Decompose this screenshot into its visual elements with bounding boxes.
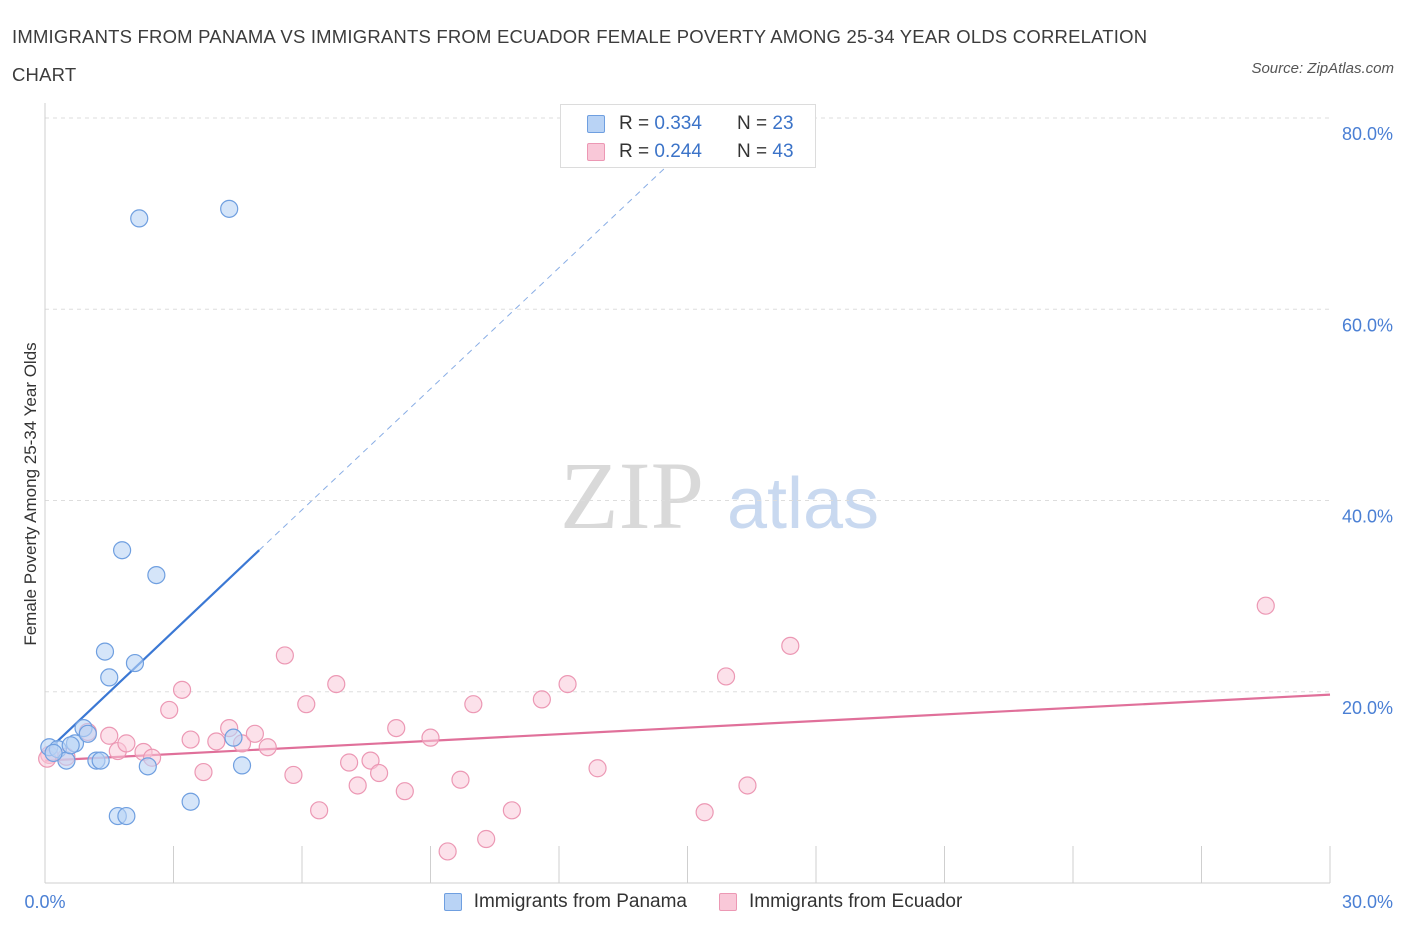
ecuador-point (207, 732, 226, 751)
r-label: R = (619, 141, 655, 162)
ecuador-point (738, 776, 757, 795)
panama-point (112, 541, 132, 560)
ecuador-point (1256, 596, 1275, 615)
watermark-atlas: atlas (727, 464, 879, 544)
ecuador-swatch (719, 893, 737, 911)
stats-row-ecuador: R = 0.244 N = 43 (561, 138, 794, 166)
x-tick-label: 30.0% (1342, 892, 1393, 912)
ecuador-point (160, 700, 179, 720)
watermark-zip: ZIP (560, 442, 704, 549)
ecuador-point (258, 738, 277, 757)
ecuador-point (181, 730, 200, 749)
ecuador-point (310, 801, 329, 820)
series-legend: Immigrants from Panama Immigrants from E… (0, 888, 1406, 916)
ecuador-point (370, 763, 389, 783)
ecuador-point (588, 759, 607, 778)
panama-point (125, 653, 145, 673)
panama-point (95, 642, 115, 661)
y-tick-label: 60.0% (1342, 315, 1393, 335)
panama-point (117, 806, 136, 826)
ecuador-point (361, 751, 380, 770)
ecuador-point (395, 782, 414, 801)
x-tick-label: 0.0% (24, 892, 65, 912)
r-value: 0.244 (654, 141, 702, 162)
ecuador-point (716, 667, 736, 686)
ecuador-point (438, 842, 457, 861)
ecuador-point (532, 690, 551, 709)
legend-item-ecuador[interactable]: Immigrants from Ecuador (719, 891, 962, 913)
ecuador-point (117, 734, 136, 753)
n-label: N = (737, 141, 773, 162)
panama-point (91, 751, 110, 770)
watermark: ZIP atlas (560, 442, 879, 549)
stats-row-panama: R = 0.334 N = 23 (561, 110, 794, 138)
panama-point (138, 757, 157, 776)
ecuador-point (297, 695, 316, 714)
ecuador-point (245, 724, 264, 743)
ecuador-point (781, 636, 800, 655)
n-value: 23 (772, 113, 794, 134)
ecuador-point (477, 829, 496, 849)
tick-labels: 20.0% 40.0% 60.0% 80.0% 0.0% 30.0% (24, 124, 1393, 912)
panama-point (61, 736, 80, 755)
panama-point (220, 199, 239, 218)
r-value: 0.334 (654, 113, 702, 134)
ecuador-point (464, 695, 483, 714)
legend-label-ecuador: Immigrants from Ecuador (749, 891, 963, 912)
ecuador-point (327, 674, 346, 694)
n-value: 43 (772, 141, 794, 162)
ecuador-point (502, 801, 521, 820)
ecuador-point (340, 753, 359, 772)
panama-trend-line (44, 549, 260, 754)
y-axis-label: Female Poverty Among 25-34 Year Olds (21, 342, 40, 645)
panama-point (44, 743, 63, 763)
legend-item-panama[interactable]: Immigrants from Panama (443, 891, 687, 913)
ecuador-point (194, 762, 213, 782)
gridlines (45, 117, 1330, 693)
ecuador-point (348, 776, 367, 795)
r-label: R = (619, 113, 655, 134)
y-tick-label: 80.0% (1342, 124, 1393, 144)
ecuador-point (695, 803, 714, 822)
panama-point (100, 668, 119, 687)
y-tick-label: 20.0% (1342, 698, 1393, 718)
panama-swatch (443, 893, 462, 911)
y-tick-label: 40.0% (1342, 507, 1393, 527)
ecuador-point (387, 718, 406, 738)
panama-point (78, 724, 97, 743)
panama-point (224, 728, 243, 747)
panama-point (130, 209, 149, 228)
ecuador-point (558, 674, 577, 694)
legend-label-panama: Immigrants from Panama (473, 891, 687, 912)
ecuador-point (451, 770, 470, 789)
ecuador-point (275, 646, 294, 665)
stats-legend: R = 0.334 N = 23 R = 0.244 N = 43 (560, 104, 816, 168)
ecuador-point (284, 765, 303, 785)
panama-point (232, 756, 252, 775)
panama-swatch (587, 115, 605, 133)
ecuador-point (172, 680, 192, 699)
n-label: N = (737, 113, 773, 134)
ecuador-point (421, 728, 440, 747)
panama-point (147, 565, 166, 585)
chart-title: IMMIGRANTS FROM PANAMA VS IMMIGRANTS FRO… (12, 26, 1148, 85)
ecuador-point (100, 726, 119, 745)
ecuador-swatch (587, 143, 605, 161)
source-label: Source: ZipAtlas.com (1251, 60, 1394, 77)
data-points (38, 199, 1275, 861)
panama-point (181, 792, 200, 811)
